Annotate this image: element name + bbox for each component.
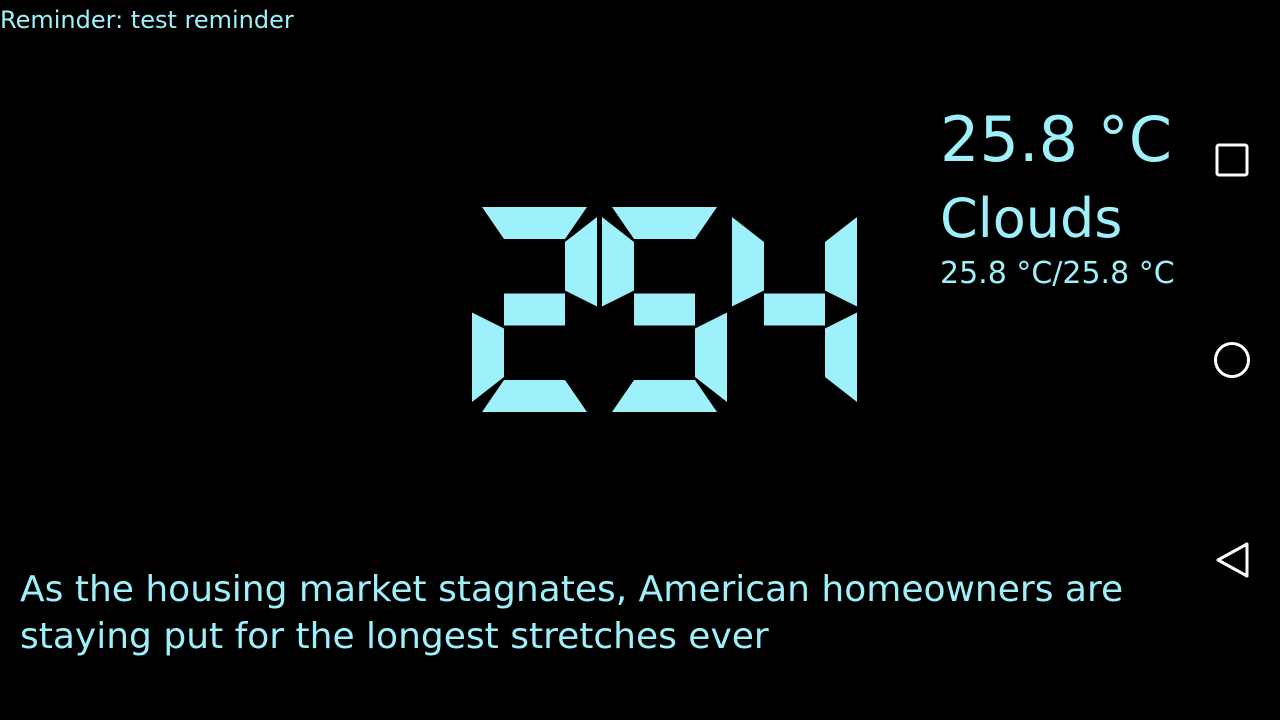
- segment-g: [634, 293, 695, 326]
- minute-digit: [732, 217, 857, 402]
- segment-d: [482, 380, 587, 412]
- segment-f: [732, 217, 764, 307]
- segment-d: [612, 380, 717, 412]
- segment-e: [472, 312, 504, 402]
- weather-panel: 25.8 °C Clouds 25.8 °C/25.8 °C: [940, 100, 1200, 294]
- segment-g: [504, 293, 565, 326]
- reminder-text: Reminder: test reminder: [0, 6, 294, 34]
- temperature-range: 25.8 °C/25.8 °C: [940, 256, 1175, 291]
- home-button[interactable]: [1202, 330, 1262, 390]
- segment-a: [482, 207, 587, 239]
- digital-clock: [332, 200, 862, 420]
- segment-c: [695, 312, 727, 402]
- triangle-back-icon: [1216, 542, 1249, 578]
- current-temperature: 25.8 °C: [940, 103, 1173, 176]
- minute-digit: [602, 207, 727, 412]
- segment-g: [764, 293, 825, 326]
- hour-digit: [472, 207, 597, 412]
- recent-apps-button[interactable]: [1202, 130, 1262, 190]
- segment-c: [825, 312, 857, 402]
- segment-f: [602, 217, 634, 307]
- clock-digits: [472, 207, 857, 412]
- segment-a: [612, 207, 717, 239]
- square-icon: [1215, 143, 1249, 177]
- segment-b: [565, 217, 597, 307]
- weather-condition: Clouds: [940, 187, 1123, 250]
- circle-icon: [1214, 342, 1250, 378]
- back-button[interactable]: [1202, 530, 1262, 590]
- navigation-bar: [1184, 0, 1280, 720]
- news-headline: As the housing market stagnates, America…: [20, 569, 1124, 657]
- segment-b: [825, 217, 857, 307]
